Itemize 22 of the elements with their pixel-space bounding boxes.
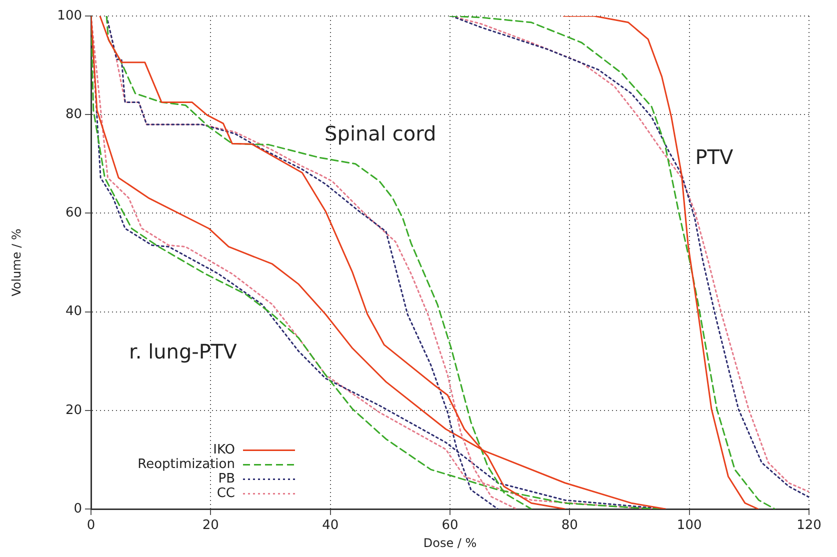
x-axis-title: Dose / % [423,536,477,550]
annotation: PTV [695,145,734,170]
x-tick-label: 40 [322,518,339,534]
legend-label: Reoptimization [138,457,235,472]
x-tick-label: 120 [796,518,822,534]
x-tick-label: 100 [676,518,702,534]
legend-label: CC [216,486,235,502]
y-tick-label: 60 [65,206,82,221]
x-tick-label: 80 [561,518,578,534]
y-tick-label: 80 [65,106,82,122]
legend-label: IKO [213,442,235,458]
x-tick-label: 60 [442,518,458,534]
x-tick-label: 20 [202,518,219,534]
legend-label: PB [218,472,235,487]
y-tick-label: 20 [65,402,82,418]
x-tick-label: 0 [86,518,96,534]
y-axis-title: Volume / % [9,228,24,296]
y-tick-label: 0 [74,501,82,516]
y-tick-label: 100 [57,8,82,24]
annotation: Spinal cord [324,122,436,146]
annotation: r. lung-PTV [128,339,238,364]
y-tick-label: 40 [65,304,82,320]
